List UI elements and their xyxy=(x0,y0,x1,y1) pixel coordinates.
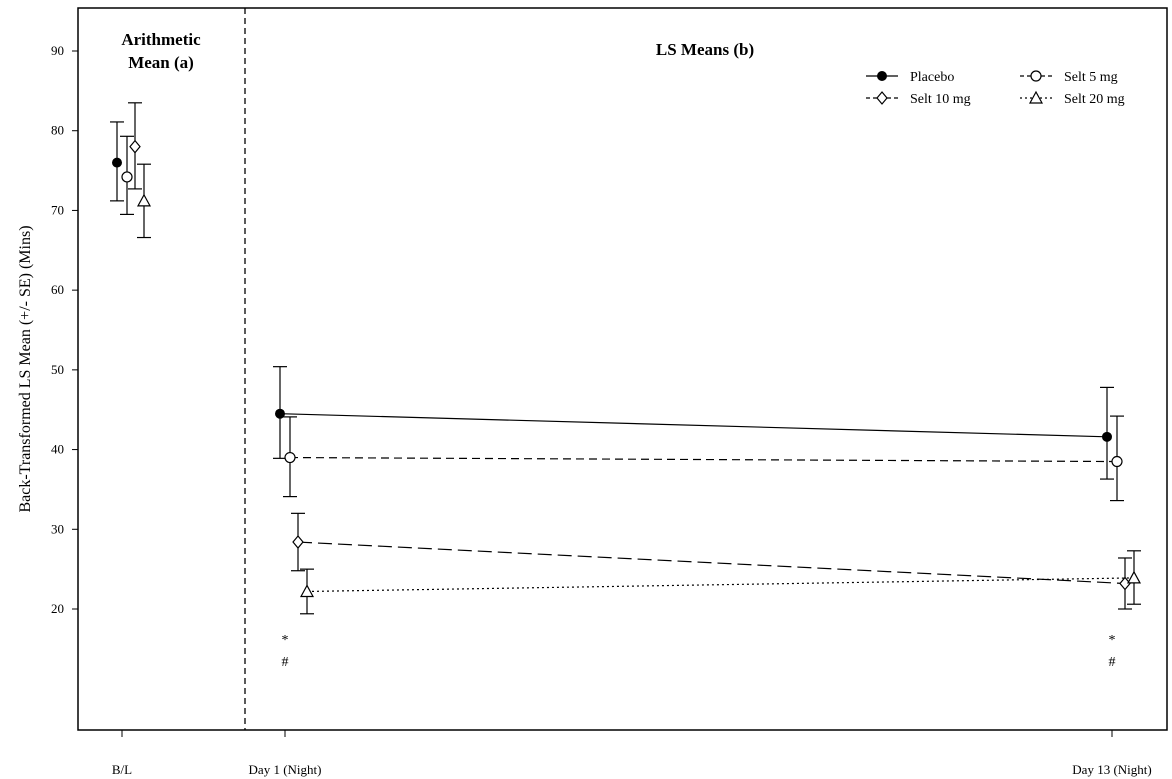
legend: Placebo Selt 5 mg Selt 10 mg Selt 20 mg xyxy=(866,70,1125,107)
legend-label: Selt 10 mg xyxy=(910,92,971,107)
significance-marker: * xyxy=(1109,633,1116,648)
series-lines xyxy=(279,413,1135,593)
marker-selt-10mg xyxy=(129,139,141,154)
significance-marker: * xyxy=(282,633,289,648)
plot-frame xyxy=(77,7,1168,731)
y-axis: 20 30 40 50 60 70 80 90 xyxy=(51,43,78,616)
marker-selt-5mg xyxy=(1030,70,1042,82)
marker-selt-20mg xyxy=(299,584,315,598)
marker-placebo xyxy=(1102,431,1112,442)
y-tick-label: 90 xyxy=(51,43,64,58)
x-tick-label: Day 13 (Night) xyxy=(1072,762,1151,777)
marker-selt-5mg xyxy=(121,171,133,183)
marker-selt-20mg xyxy=(136,193,152,207)
panel-title-arithmetic-line1: Arithmetic xyxy=(121,30,201,49)
y-tick-label: 80 xyxy=(51,123,64,138)
marker-selt-5mg xyxy=(1111,455,1123,468)
y-tick-label: 70 xyxy=(51,202,64,217)
y-tick-label: 40 xyxy=(51,442,64,457)
series-line xyxy=(279,413,1108,438)
markers xyxy=(112,139,1142,598)
y-tick-label: 30 xyxy=(51,521,64,536)
significance-marker: # xyxy=(282,655,289,670)
legend-label: Selt 20 mg xyxy=(1064,92,1125,107)
x-tick-label: Day 1 (Night) xyxy=(249,762,322,777)
y-axis-label: Back-Transformed LS Mean (+/- SE) (Mins) xyxy=(17,225,34,512)
y-tick-label: 60 xyxy=(51,282,64,297)
panel-title-arithmetic-line2: Mean (a) xyxy=(128,53,194,72)
annotations: * # * # xyxy=(282,633,1116,670)
marker-selt-20mg xyxy=(1028,90,1044,104)
x-tick-label: B/L xyxy=(112,762,132,777)
marker-selt-10mg xyxy=(876,91,888,105)
legend-label: Selt 5 mg xyxy=(1064,70,1118,85)
marker-selt-5mg xyxy=(284,451,296,464)
marker-selt-20mg xyxy=(1126,570,1142,584)
marker-placebo xyxy=(275,408,285,419)
marker-placebo xyxy=(112,157,122,168)
x-axis: B/L Day 1 (Night) Day 13 (Night) xyxy=(112,730,1152,777)
legend-label: Placebo xyxy=(910,70,954,85)
marker-selt-10mg xyxy=(292,535,304,549)
y-tick-label: 20 xyxy=(51,601,64,616)
y-tick-label: 50 xyxy=(51,362,64,377)
marker-placebo xyxy=(877,71,887,81)
panel-title-ls-means: LS Means (b) xyxy=(656,40,754,59)
significance-marker: # xyxy=(1109,655,1116,670)
series-line xyxy=(289,456,1118,463)
series-line xyxy=(297,541,1126,585)
